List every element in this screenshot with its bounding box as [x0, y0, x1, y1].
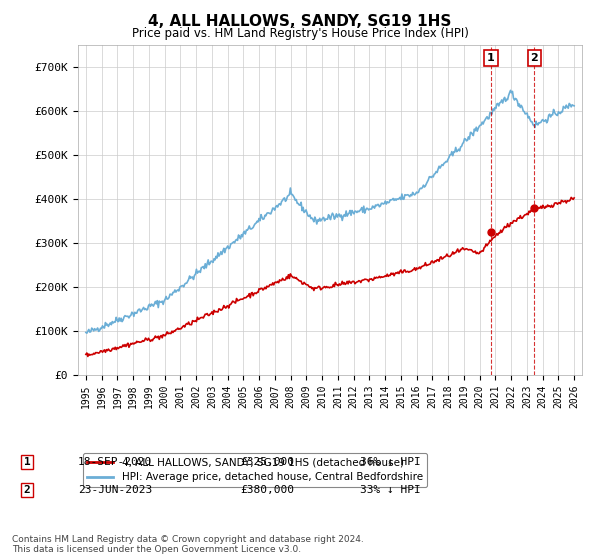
Text: 33% ↓ HPI: 33% ↓ HPI	[360, 485, 421, 495]
Text: 1: 1	[23, 457, 31, 467]
Text: 18-SEP-2020: 18-SEP-2020	[78, 457, 152, 467]
Text: £380,000: £380,000	[240, 485, 294, 495]
Text: 4, ALL HALLOWS, SANDY, SG19 1HS: 4, ALL HALLOWS, SANDY, SG19 1HS	[148, 14, 452, 29]
Text: 1: 1	[487, 53, 495, 63]
Text: 2: 2	[530, 53, 538, 63]
Text: Contains HM Land Registry data © Crown copyright and database right 2024.
This d: Contains HM Land Registry data © Crown c…	[12, 535, 364, 554]
Text: 36% ↓ HPI: 36% ↓ HPI	[360, 457, 421, 467]
Legend: 4, ALL HALLOWS, SANDY, SG19 1HS (detached house), HPI: Average price, detached h: 4, ALL HALLOWS, SANDY, SG19 1HS (detache…	[83, 453, 427, 487]
Text: 23-JUN-2023: 23-JUN-2023	[78, 485, 152, 495]
Text: Price paid vs. HM Land Registry's House Price Index (HPI): Price paid vs. HM Land Registry's House …	[131, 27, 469, 40]
Text: 2: 2	[23, 485, 31, 495]
Text: £325,000: £325,000	[240, 457, 294, 467]
